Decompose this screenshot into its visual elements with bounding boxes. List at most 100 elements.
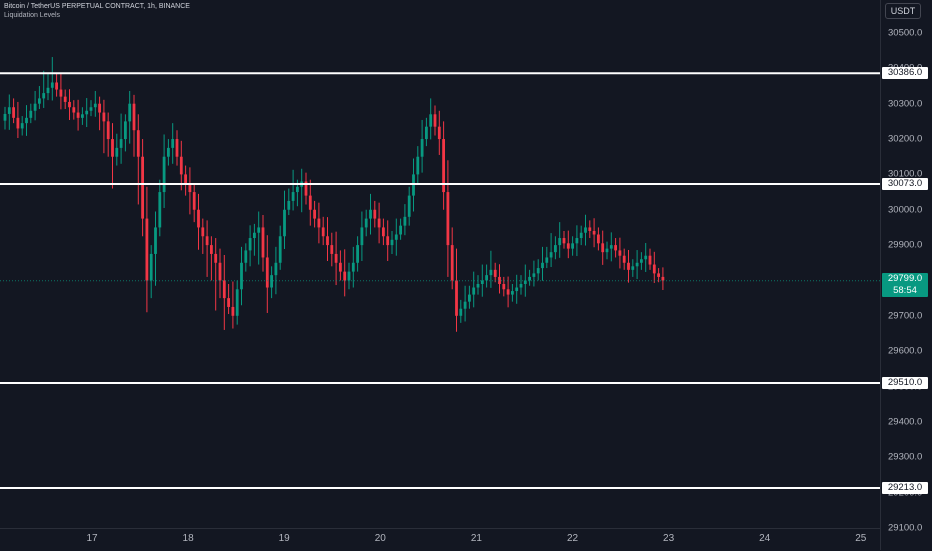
candle-down [210,245,213,254]
candle-down [498,276,501,284]
candle-up [369,209,372,219]
candle-down [657,273,660,277]
indicator-name: Liquidation Levels [4,12,61,19]
candle-up [640,259,643,263]
candle-up [167,147,170,157]
candle-up [162,156,166,193]
candle-down [317,218,321,228]
candle-down [304,181,308,196]
price-tick-label: 29300.0 [888,451,923,463]
candle-down [455,280,458,316]
candle-up [274,262,278,276]
candle-down [59,89,63,97]
candle-down [597,234,600,244]
candle-up [93,103,97,108]
candle-down [136,130,140,157]
candle-up [347,271,351,281]
candle-up [545,257,549,263]
candle-up [412,174,415,196]
candle-up [476,283,480,288]
candle-down [265,257,269,288]
candle-down [106,121,110,140]
candle-up [575,238,579,244]
candle-down [566,243,570,249]
candle-down [433,114,437,127]
candle-down [614,245,617,251]
candle-up [81,114,84,118]
candle-up [253,232,256,239]
candle-up [244,250,248,263]
candle-up [554,245,557,253]
candle-down [227,298,230,307]
current-price-label: 29799.0 58:54 [882,273,928,297]
candle-up [240,262,243,290]
candle-up [270,275,273,288]
price-tick-label: 29400.0 [888,416,923,428]
candle-up [584,227,587,233]
candle-down [12,107,15,118]
candle-up [364,218,368,228]
time-tick-label: 18 [182,533,194,544]
current-price-value: 29799.0 [887,273,923,284]
candle-down [493,269,497,277]
candle-down [442,139,445,193]
price-chart[interactable] [0,0,880,528]
time-axis[interactable] [0,528,880,551]
candle-down [506,289,510,295]
candle-up [149,253,153,281]
candle-up [644,255,648,260]
candle-down [98,103,101,113]
candle-up [459,308,463,316]
candle-up [38,98,41,104]
candle-down [68,101,71,108]
candle-down [76,112,80,118]
time-tick-label: 22 [566,533,579,544]
candle-up [489,269,493,276]
candle-down [661,276,665,281]
candle-down [562,238,566,244]
candle-up [528,276,531,281]
candle-up [351,262,355,272]
currency-button[interactable]: USDT [885,3,921,19]
candle-down [502,283,506,290]
candle-down [261,227,265,258]
time-tick-label: 17 [86,533,98,544]
time-tick-label: 21 [470,533,482,544]
candle-up [407,195,411,217]
candle-down [446,192,450,246]
candle-up [278,236,282,263]
candle-down [16,117,20,129]
candle-down [205,236,209,246]
candle-down [192,192,196,210]
candle-up [25,117,28,124]
candle-down [618,250,622,256]
candle-down [175,139,179,157]
candle-up [519,283,523,288]
candle-down [648,255,652,265]
candle-down [321,227,325,237]
candle-down [197,209,200,228]
candle-down [179,156,183,175]
candle-down [188,183,192,193]
candle-down [218,262,222,281]
candle-up [158,192,162,228]
candle-up [631,266,635,270]
candle-down [377,218,381,228]
candle-down [382,227,385,237]
candle-up [549,252,553,258]
price-tick-label: 30000.0 [888,204,923,216]
candle-down [334,253,338,263]
price-tick-label: 29700.0 [888,310,923,322]
candle-up [296,186,299,193]
candle-up [248,238,252,251]
candle-up [50,82,54,88]
candle-down [184,174,187,184]
candle-down [102,112,106,122]
candle-up [124,121,127,140]
candle-up [390,239,394,246]
candle-up [523,280,527,284]
candle-up [468,294,471,302]
candle-down [330,245,334,254]
candle-up [403,216,407,226]
candle-down [339,262,342,272]
